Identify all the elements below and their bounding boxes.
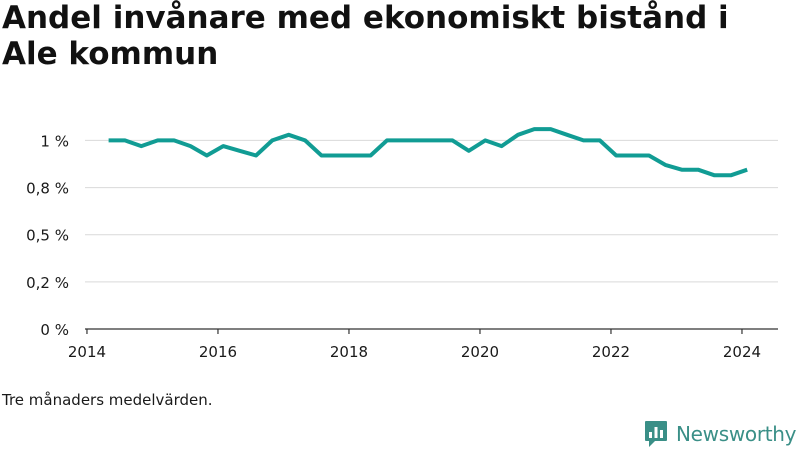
x-tick-label: 2014: [68, 343, 106, 361]
y-tick-label: 0,2 %: [26, 274, 69, 292]
y-tick-label: 0,5 %: [26, 227, 69, 245]
brand-name: Newsworthy: [676, 422, 797, 446]
x-tick-label: 2016: [199, 343, 237, 361]
newsworthy-logo-icon: [645, 421, 667, 447]
x-tick-label: 2020: [461, 343, 499, 361]
chart-title: Andel invånare med ekonomiskt bistånd i …: [2, 0, 729, 72]
gridlines: [85, 139, 778, 283]
y-tick-label: 0,8 %: [26, 180, 69, 198]
brand: Newsworthy: [644, 420, 797, 448]
line-chart: 0 %0,2 %0,5 %0,8 %1 % 2014 2016 2018 2020 20…: [26, 127, 778, 361]
y-tick-label: 1 %: [40, 132, 69, 150]
y-tick-label: 0 %: [40, 321, 69, 339]
x-tick-label: 2018: [330, 343, 368, 361]
series-line: [108, 127, 748, 178]
x-tick-label: 2024: [723, 343, 761, 361]
chart-note: Tre månaders medelvärden.: [2, 391, 213, 409]
x-tick-label: 2022: [592, 343, 630, 361]
y-axis: 0 % 0,2 % 0,5 % 0,8 % 1 %: [26, 132, 69, 339]
series: [108, 127, 748, 178]
x-axis: 2014 2016 2018 2020 2022 2024: [68, 328, 778, 361]
